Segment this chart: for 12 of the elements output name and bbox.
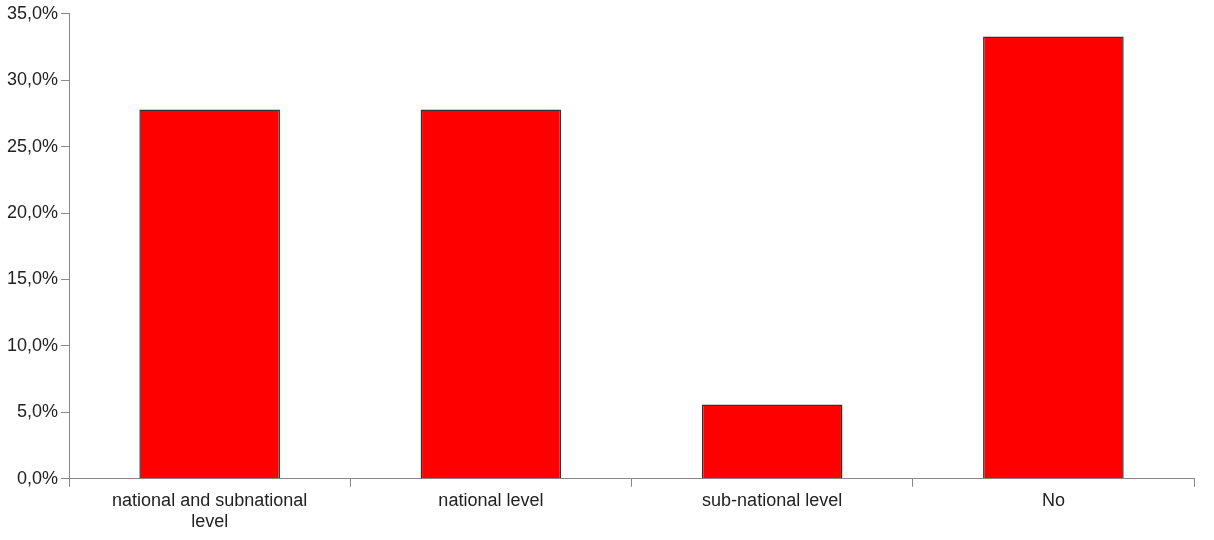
x-tick-label: sub-national level	[702, 489, 843, 510]
y-tick-label: 30,0%	[6, 69, 59, 90]
y-tick-label: 0,0%	[17, 467, 59, 488]
x-tick-label: national and subnational level	[112, 489, 308, 532]
x-tick-label: No	[1041, 489, 1065, 510]
x-tick-label: national level	[438, 489, 544, 510]
y-tick-label: 25,0%	[6, 135, 59, 156]
y-tick-label: 5,0%	[17, 401, 59, 422]
y-tick-label: 10,0%	[6, 334, 59, 355]
y-tick-label: 15,0%	[6, 268, 59, 289]
y-tick-label: 35,0%	[6, 2, 59, 23]
y-tick-label: 20,0%	[6, 202, 59, 223]
